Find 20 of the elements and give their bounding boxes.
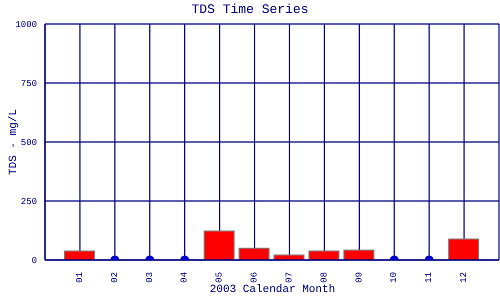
x-tick-label: 11 [424, 272, 434, 283]
y-axis-title: TDS - mg/L [8, 108, 20, 176]
y-tick-label: 750 [20, 79, 37, 90]
x-tick-label: 10 [389, 272, 400, 283]
x-tick-label: 06 [250, 272, 260, 283]
x-tick-label: 03 [144, 272, 155, 283]
y-tick-label: 250 [20, 197, 37, 208]
y-tick-label: 0 [32, 256, 37, 266]
x-tick-label: 08 [319, 272, 330, 283]
x-tick-label: 12 [459, 272, 470, 283]
x-tick-label: 02 [110, 272, 120, 283]
x-tick-label: 09 [354, 272, 364, 283]
x-tick-label: 04 [180, 272, 190, 283]
x-axis-title: 2003 Calendar Month [208, 284, 336, 296]
x-tick-label: 01 [74, 272, 85, 283]
chart-title: TDS Time Series [190, 2, 310, 17]
x-tick-label: 07 [284, 272, 294, 283]
x-tick-label: 05 [214, 272, 225, 283]
y-tick-label: 1000 [15, 20, 37, 30]
y-tick-label: 500 [20, 138, 37, 148]
